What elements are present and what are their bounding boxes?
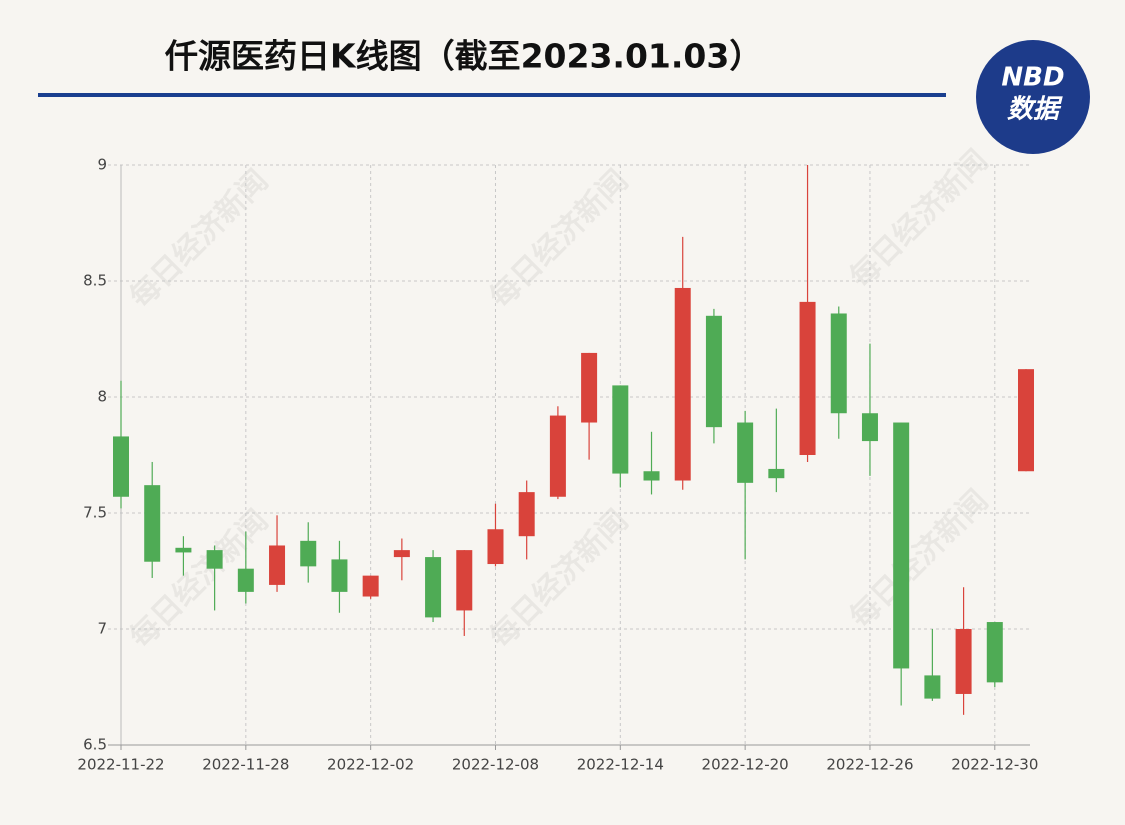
x-tick-label: 2022-12-02 [327,756,414,774]
candle-body [955,629,972,694]
candle-body [1018,369,1034,472]
candle-body [986,622,1003,683]
y-tick-label: 8.5 [83,272,107,290]
x-tick-label: 2022-12-30 [951,756,1038,774]
candle-body [737,422,754,483]
candle-body [425,557,442,618]
candle-body [456,550,473,611]
candle-body [830,313,847,414]
candle-body [269,545,286,585]
candle-body [362,575,379,597]
candle-body [581,352,598,423]
y-tick-label: 8 [97,388,107,406]
candle-body [924,675,941,699]
candle-body [643,471,660,481]
candle-body [393,550,410,558]
y-tick-label: 9 [97,156,107,174]
candle-body [674,287,691,481]
candle-body [487,529,504,565]
title-rule [38,93,946,97]
candle-body [206,550,223,569]
candle-body [893,422,910,669]
candle-body [175,547,192,553]
candle-body [612,385,629,474]
candle-body [705,315,722,428]
x-tick-label: 2022-11-22 [77,756,164,774]
candle-body [237,568,254,592]
candle-body [331,559,348,592]
candle-body [861,413,878,442]
x-tick-label: 2022-12-20 [702,756,789,774]
y-tick-label: 7.5 [83,504,107,522]
x-tick-label: 2022-12-08 [452,756,539,774]
x-tick-label: 2022-11-28 [202,756,289,774]
candle-body [549,415,566,497]
candle-body [799,301,816,455]
logo-text: NBD [1001,63,1064,93]
logo [976,40,1090,154]
y-tick-label: 7 [97,620,107,638]
candle-body [113,436,129,497]
logo-text: 数据 [1007,95,1063,125]
candle-body [144,485,161,562]
x-tick-label: 2022-12-26 [826,756,913,774]
chart-title: 仟源医药日K线图（截至2023.01.03） [164,37,762,76]
candle-body [300,540,317,567]
y-tick-label: 6.5 [83,736,107,754]
x-tick-label: 2022-12-14 [577,756,664,774]
candle-body [518,492,535,537]
candle-body [768,468,785,479]
